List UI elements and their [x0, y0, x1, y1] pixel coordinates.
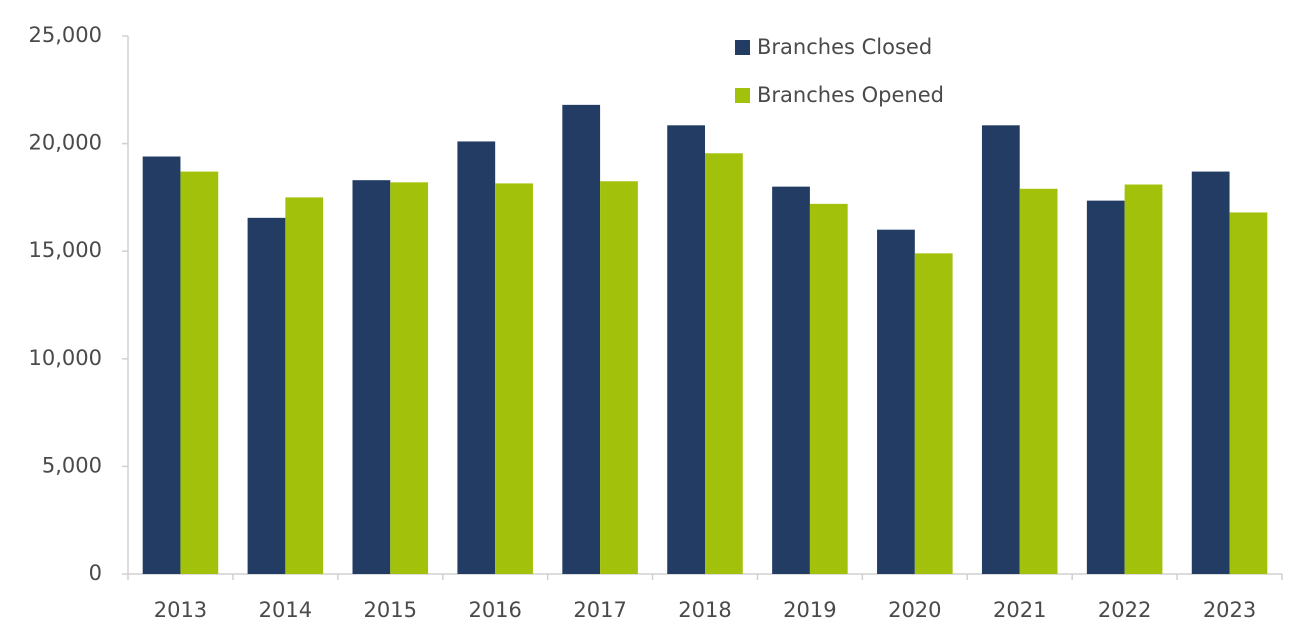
x-tick-label: 2017 [573, 598, 626, 622]
bar [495, 183, 533, 575]
x-tick-label: 2018 [678, 598, 731, 622]
bar [390, 182, 429, 574]
bar [877, 229, 915, 574]
bar [809, 203, 848, 574]
bar [667, 125, 705, 575]
bar [352, 180, 391, 574]
bar [1229, 212, 1268, 575]
bar [180, 171, 219, 575]
x-tick-label: 2016 [468, 598, 521, 622]
bar [1124, 184, 1163, 574]
x-tick-label: 2023 [1203, 598, 1256, 622]
bar [705, 153, 743, 574]
y-tick-label: 10,000 [29, 346, 102, 370]
x-tick-label: 2020 [888, 598, 941, 622]
bar [914, 253, 953, 575]
bar [562, 104, 601, 574]
bar [1086, 200, 1125, 575]
x-tick-label: 2022 [1098, 598, 1151, 622]
bar [285, 197, 324, 574]
x-tick-label: 2015 [364, 598, 417, 622]
bar [772, 186, 810, 574]
x-tick-label: 2019 [783, 598, 836, 622]
bar [981, 125, 1020, 575]
y-tick-label: 15,000 [29, 238, 102, 262]
y-tick-label: 5,000 [42, 453, 102, 477]
bar [1191, 171, 1230, 575]
legend-marker [735, 40, 750, 55]
legend-label: Branches Opened [757, 83, 944, 107]
bar [600, 181, 638, 574]
x-tick-label: 2021 [993, 598, 1046, 622]
bar [1019, 188, 1058, 575]
y-tick-label: 25,000 [29, 23, 102, 47]
legend-label: Branches Closed [757, 35, 932, 59]
y-tick-label: 20,000 [29, 131, 102, 155]
legend-marker [735, 88, 750, 103]
x-tick-label: 2014 [259, 598, 312, 622]
bar [247, 217, 286, 574]
bar [457, 141, 496, 574]
x-tick-label: 2013 [154, 598, 207, 622]
bar [142, 156, 181, 574]
y-tick-label: 0 [89, 561, 102, 585]
